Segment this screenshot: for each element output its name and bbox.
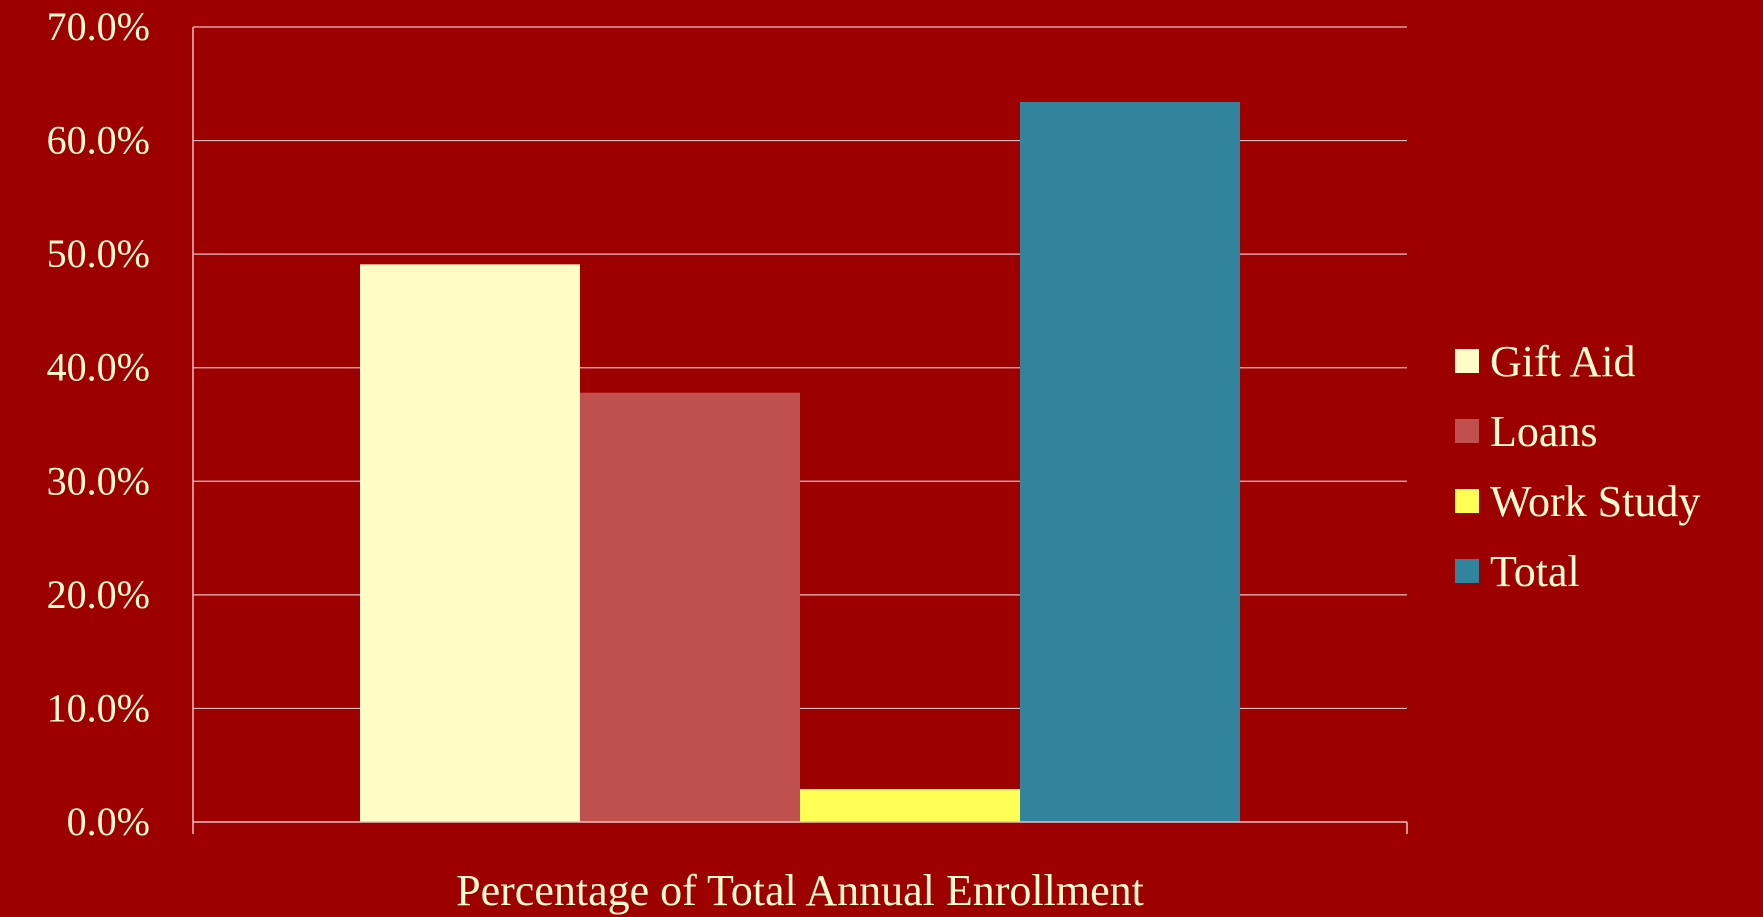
bars bbox=[360, 101, 1240, 823]
bar-total bbox=[1020, 101, 1240, 822]
legend-swatch bbox=[1455, 419, 1479, 443]
y-tick-label: 50.0% bbox=[47, 231, 150, 276]
legend: Gift Aid Loans Work Study Total bbox=[1455, 337, 1700, 596]
legend-swatch bbox=[1455, 489, 1479, 513]
legend-swatch bbox=[1455, 349, 1479, 373]
y-tick-label: 20.0% bbox=[47, 572, 150, 617]
y-tick-label: 70.0% bbox=[47, 4, 150, 49]
bar-loans bbox=[580, 392, 800, 822]
y-tick-label: 10.0% bbox=[47, 685, 150, 730]
legend-label: Loans bbox=[1490, 407, 1598, 456]
y-tick-label: 30.0% bbox=[47, 458, 150, 503]
y-tick-label: 60.0% bbox=[47, 118, 150, 163]
bar-gift-aid bbox=[360, 264, 580, 823]
legend-label: Work Study bbox=[1490, 477, 1700, 526]
y-tick-label: 0.0% bbox=[67, 799, 150, 844]
bar-work-study bbox=[800, 789, 1020, 822]
y-axis-ticks: 0.0% 10.0% 20.0% 30.0% 40.0% 50.0% 60.0% 70.0% bbox=[47, 4, 150, 844]
x-axis-label: Percentage of Total Annual Enrollment bbox=[456, 866, 1144, 915]
legend-swatch bbox=[1455, 559, 1479, 583]
legend-label: Gift Aid bbox=[1490, 337, 1635, 386]
legend-label: Total bbox=[1490, 547, 1580, 596]
y-tick-label: 40.0% bbox=[47, 345, 150, 390]
